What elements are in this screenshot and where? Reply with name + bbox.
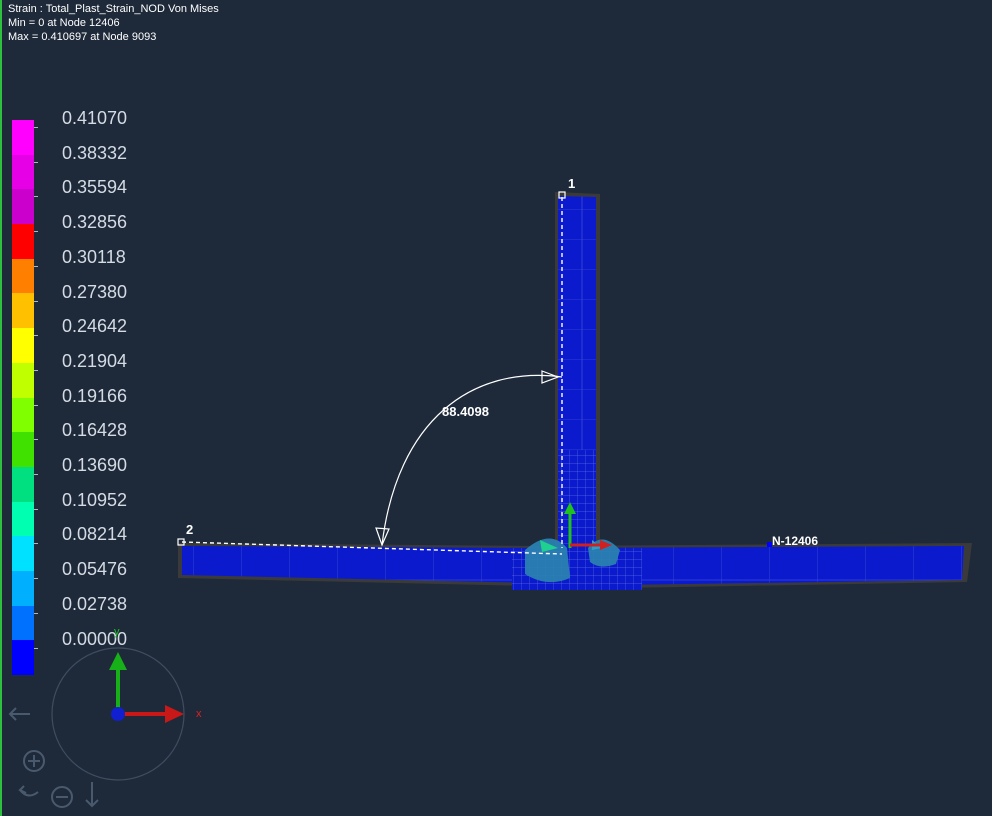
legend-tick <box>34 196 38 198</box>
legend-value-label: 0.02738 <box>62 593 128 614</box>
legend-color-swatch <box>12 189 34 225</box>
max-value-text: Max = 0.410697 at Node 9093 <box>8 31 157 43</box>
local-axes <box>564 502 612 550</box>
base-plate <box>178 543 972 590</box>
legend-value-label: 0.32856 <box>62 212 128 233</box>
legend-color-swatch <box>12 570 34 606</box>
legend-color-swatch <box>12 501 34 537</box>
pan-down-icon[interactable] <box>85 782 99 808</box>
legend-color-swatch <box>12 466 34 502</box>
point2-marker[interactable] <box>177 538 185 546</box>
legend-color-swatch <box>12 432 34 467</box>
legend-tick <box>34 369 38 371</box>
legend-value-label: 0.05476 <box>62 559 128 580</box>
zoom-in-icon[interactable] <box>23 750 45 772</box>
legend-tick <box>34 543 38 545</box>
legend-color-swatch <box>12 605 34 641</box>
legend-value-label: 0.38332 <box>62 142 128 163</box>
legend-tick <box>34 404 38 406</box>
legend-color-swatch <box>12 328 34 363</box>
legend-color-swatch <box>12 120 34 155</box>
angle-measurement: 1 2 88.4098 N-12406 <box>177 176 818 555</box>
pan-left-icon[interactable] <box>8 707 30 721</box>
legend-value-label: 0.19166 <box>62 385 128 406</box>
angle-value-label: 88.4098 <box>442 404 489 419</box>
legend-tick <box>34 335 38 337</box>
point1-marker[interactable] <box>558 191 566 199</box>
legend-tick <box>34 508 38 510</box>
legend-tick <box>34 231 38 233</box>
legend-tick <box>34 127 38 128</box>
legend-value-label: 0.21904 <box>62 350 128 371</box>
legend-color-swatch <box>12 258 34 294</box>
legend-value-label: 0.27380 <box>62 281 128 302</box>
view-navigation-controls[interactable] <box>8 707 99 808</box>
node-marker[interactable] <box>767 542 772 547</box>
point2-label: 2 <box>186 522 193 537</box>
legend-color-swatch <box>12 224 34 259</box>
legend-value-label: 0.16428 <box>62 420 128 441</box>
legend-tick <box>34 300 38 302</box>
legend-value-label: 0.41070 <box>62 108 128 128</box>
legend-color-swatch <box>12 154 34 190</box>
legend-color-swatch <box>12 397 34 433</box>
legend-value-label: 0.00000 <box>62 628 128 649</box>
node-label: N-12406 <box>772 534 818 548</box>
triad-y-label: y <box>114 626 120 638</box>
legend-value-label: 0.24642 <box>62 316 128 337</box>
legend-tick <box>34 612 38 614</box>
legend-tick <box>34 265 38 267</box>
orientation-triad[interactable]: x y <box>51 626 202 781</box>
color-legend-bar <box>12 120 34 675</box>
legend-value-label: 0.13690 <box>62 455 128 475</box>
triad-x-label: x <box>196 708 202 720</box>
legend-value-label: 0.30118 <box>62 246 126 267</box>
weld-zone <box>525 538 620 583</box>
legend-value-label: 0.35594 <box>62 177 128 198</box>
vertical-stiffener <box>555 192 600 548</box>
zoom-out-icon[interactable] <box>51 786 73 808</box>
legend-tick <box>34 161 38 163</box>
result-title: Strain : Total_Plast_Strain_NOD Von Mise… <box>8 3 219 15</box>
legend-value-label: 0.10952 <box>62 489 128 510</box>
legend-tick <box>34 647 38 649</box>
point1-label: 1 <box>568 176 575 191</box>
legend-tick <box>34 578 38 580</box>
min-value-text: Min = 0 at Node 12406 <box>8 17 120 29</box>
viewport-border <box>992 0 1000 816</box>
legend-tick <box>34 474 38 475</box>
legend-value-label: 0.08214 <box>62 524 128 545</box>
legend-color-swatch <box>12 362 34 398</box>
legend-color-swatch <box>12 640 34 675</box>
legend-color-swatch <box>12 293 34 329</box>
legend-tick <box>34 439 38 441</box>
legend-color-swatch <box>12 536 34 571</box>
